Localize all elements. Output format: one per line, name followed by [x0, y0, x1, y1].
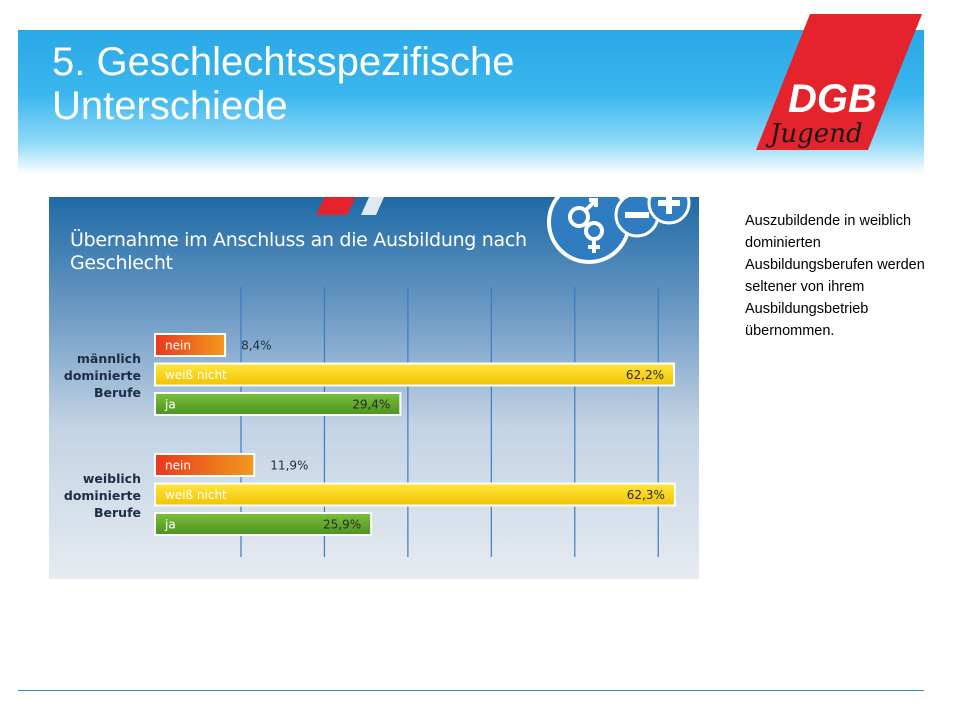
- bar-value-g0-1: 62,2%: [626, 368, 664, 382]
- bar-g0-1: [154, 362, 676, 387]
- bar-label-g1-0: nein: [165, 459, 191, 473]
- footer-line: [18, 690, 924, 691]
- group-label-weiblich: weiblich dominierte Berufe: [63, 471, 141, 520]
- bar-value-g1-1: 62,3%: [627, 488, 665, 502]
- svg-text:Jugend: Jugend: [765, 119, 863, 149]
- bar-g0-2: [154, 392, 402, 416]
- bar-label-g0-0: nein: [165, 339, 191, 353]
- bar-label-g1-2: ja: [164, 518, 176, 532]
- bar-label-g0-2: ja: [164, 398, 176, 412]
- chart-panel: nein 8,4% weiß nicht 62,2% ja 29,4% nein 11,9% w…: [49, 197, 699, 579]
- bar-value-g1-2: 25,9%: [323, 518, 361, 532]
- group-label-maennlich: männlich dominierte Berufe: [63, 351, 141, 400]
- dgb-jugend-logo: DGB Jugend: [756, 14, 922, 150]
- bar-g1-2: [154, 512, 373, 536]
- slide-title: 5. Geschlechtsspezifische Unterschiede: [52, 40, 515, 128]
- bar-label-g0-1: weiß nicht: [165, 368, 227, 382]
- side-text: Auszubildende in weiblich dominierten Au…: [745, 213, 925, 339]
- bars-layer: nein 8,4% weiß nicht 62,2% ja 29,4% nein 11,9% w…: [154, 333, 676, 536]
- svg-text:DGB: DGB: [788, 77, 877, 121]
- bar-value-g0-2: 29,4%: [352, 398, 390, 412]
- bar-g0-0: [154, 333, 227, 357]
- chart-title: Übernahme im Anschluss an die Ausbildung…: [70, 229, 527, 274]
- bar-label-g1-1: weiß nicht: [165, 488, 227, 502]
- bar-value-g0-0: 8,4%: [241, 339, 272, 353]
- plus-icon: [647, 197, 691, 225]
- bar-value-g1-0: 11,9%: [270, 459, 308, 473]
- bar-g1-1: [154, 482, 676, 507]
- bar-g1-0: [154, 453, 256, 477]
